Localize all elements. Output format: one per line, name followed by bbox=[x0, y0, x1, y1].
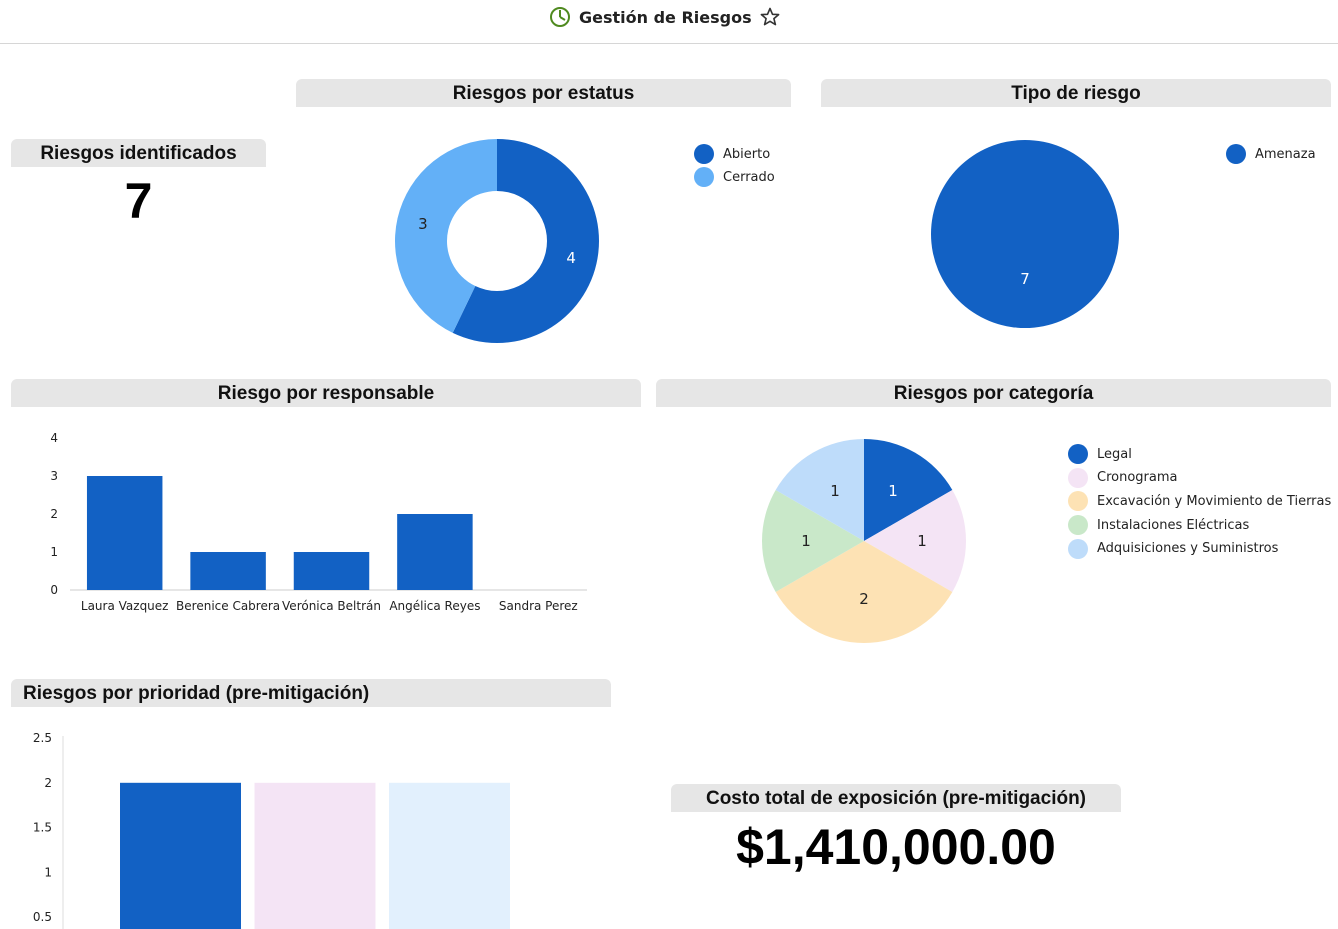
priority-bar-chart: 0.5 1 1.5 2 2.5 bbox=[33, 731, 510, 929]
category-chart-header: Riesgos por categoría bbox=[656, 379, 1331, 407]
type-chart-header: Tipo de riesgo bbox=[821, 79, 1331, 107]
pie-slice[interactable] bbox=[864, 439, 953, 541]
legend-label: Abierto bbox=[723, 146, 771, 162]
legend-swatch bbox=[1068, 538, 1088, 559]
pie-slice[interactable] bbox=[775, 541, 953, 643]
owner-chart-header: Riesgo por responsable bbox=[11, 379, 641, 407]
slice-label: 1 bbox=[888, 482, 898, 500]
legend-label: Cronograma bbox=[1097, 470, 1178, 486]
owner-bar-chart: 0 1 2 3 4 Laura Vazquez Berenice Cabrera Veróni… bbox=[50, 431, 587, 613]
legend-item[interactable]: Amenaza bbox=[1226, 144, 1316, 164]
legend-swatch bbox=[1068, 515, 1088, 536]
y-tick-label: 3 bbox=[50, 469, 58, 483]
star-icon[interactable] bbox=[760, 7, 780, 27]
legend-item[interactable]: Adquisiciones y Suministros bbox=[1068, 538, 1279, 559]
legend-label: Amenaza bbox=[1255, 146, 1316, 162]
app-title: Gestión de Riesgos bbox=[579, 7, 752, 27]
legend-swatch bbox=[694, 167, 714, 187]
legend-item[interactable]: Cronograma bbox=[1068, 467, 1178, 488]
pie-slice[interactable] bbox=[931, 140, 1119, 328]
x-tick-label: Verónica Beltrán bbox=[282, 599, 381, 613]
legend-swatch bbox=[1068, 491, 1088, 512]
pie-slice[interactable] bbox=[452, 139, 599, 343]
legend-item[interactable]: Abierto bbox=[694, 144, 770, 164]
y-tick-label: 4 bbox=[50, 431, 58, 445]
kpi-identified-header: Riesgos identificados bbox=[11, 139, 266, 167]
legend-swatch bbox=[1068, 467, 1088, 488]
kpi-identified-value: 7 bbox=[124, 173, 153, 229]
legend-swatch bbox=[694, 144, 714, 164]
y-tick-label: 2 bbox=[44, 776, 52, 790]
y-tick-label: 1 bbox=[44, 865, 52, 879]
legend-item[interactable]: Legal bbox=[1068, 444, 1132, 464]
y-tick-label: 1.5 bbox=[33, 821, 52, 835]
bar[interactable] bbox=[190, 552, 266, 590]
legend-label: Cerrado bbox=[723, 169, 775, 185]
title-wrap: Gestión de Riesgos bbox=[549, 5, 780, 29]
y-tick-label: 1 bbox=[50, 545, 58, 559]
top-bar: Gestión de Riesgos bbox=[0, 0, 1338, 44]
pie-slice[interactable] bbox=[395, 139, 497, 333]
bar[interactable] bbox=[397, 514, 473, 590]
slice-label: 1 bbox=[917, 532, 927, 550]
legend-swatch bbox=[1068, 444, 1088, 464]
bar[interactable] bbox=[120, 782, 241, 929]
legend-swatch bbox=[1226, 144, 1246, 164]
pie-slice[interactable] bbox=[775, 439, 864, 541]
legend-label: Instalaciones Eléctricas bbox=[1097, 517, 1250, 533]
legend-item[interactable]: Cerrado bbox=[694, 167, 775, 187]
slice-label: 4 bbox=[566, 249, 576, 267]
type-pie-chart: 7 bbox=[931, 140, 1119, 328]
x-tick-label: Berenice Cabrera bbox=[176, 599, 280, 613]
status-chart-header: Riesgos por estatus bbox=[296, 79, 791, 107]
x-tick-label: Sandra Perez bbox=[499, 599, 578, 613]
kpi-exposure-header: Costo total de exposición (pre-mitigació… bbox=[671, 784, 1121, 812]
slice-label: 1 bbox=[830, 482, 840, 500]
y-tick-label: 2.5 bbox=[33, 731, 52, 745]
pie-slice[interactable] bbox=[864, 490, 966, 592]
x-tick-label: Laura Vazquez bbox=[81, 599, 169, 613]
slice-label: 2 bbox=[859, 590, 869, 608]
slice-label: 3 bbox=[418, 215, 428, 233]
legend-label: Adquisiciones y Suministros bbox=[1097, 541, 1279, 557]
category-pie-chart: 1 1 2 1 1 bbox=[762, 439, 966, 643]
legend-label: Legal bbox=[1097, 446, 1132, 462]
bar[interactable] bbox=[86, 476, 163, 590]
bar[interactable] bbox=[389, 782, 510, 929]
legend-label: Excavación y Movimiento de Tierras bbox=[1097, 493, 1332, 509]
status-donut-chart: 43 bbox=[395, 139, 599, 343]
slice-label: 1 bbox=[801, 532, 811, 550]
y-tick-label: 0 bbox=[50, 583, 58, 597]
pie-slice[interactable] bbox=[762, 490, 864, 592]
pie-chart-icon bbox=[550, 7, 570, 27]
y-tick-label: 2 bbox=[50, 507, 58, 521]
bar[interactable] bbox=[254, 782, 376, 929]
legend-item[interactable]: Instalaciones Eléctricas bbox=[1068, 515, 1250, 536]
x-tick-label: Angélica Reyes bbox=[389, 599, 480, 613]
y-tick-label: 0.5 bbox=[33, 910, 52, 924]
bar[interactable] bbox=[293, 552, 370, 590]
kpi-exposure-value: $1,410,000.00 bbox=[736, 819, 1056, 875]
slice-label: 7 bbox=[1020, 270, 1030, 288]
legend-item[interactable]: Excavación y Movimiento de Tierras bbox=[1068, 491, 1332, 512]
priority-chart-header: Riesgos por prioridad (pre-mitigación) bbox=[11, 679, 611, 707]
